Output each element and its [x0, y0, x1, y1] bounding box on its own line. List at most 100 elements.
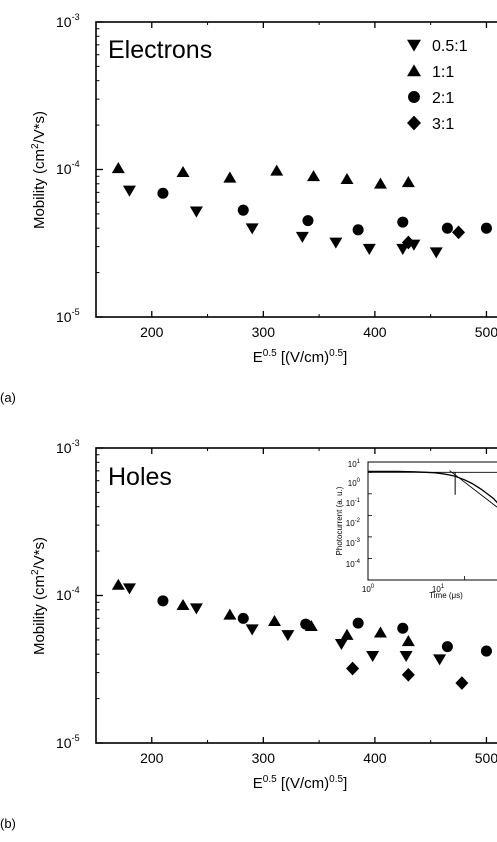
legend-label: 1:1 — [432, 64, 454, 81]
data-point-triangle-up — [373, 626, 387, 638]
panel-a-y-axis: 10-5 10-4 10-3 — [56, 12, 103, 325]
data-point-circle — [441, 641, 453, 653]
data-point-triangle-up — [307, 170, 321, 182]
data-point-triangle-down — [334, 638, 348, 651]
data-point-triangle-down — [399, 650, 413, 662]
data-point-circle — [397, 216, 409, 228]
data-point-circle — [480, 222, 492, 234]
panel-b-ytick-label-1e-4: 10-4 — [56, 585, 80, 603]
inset-curves — [368, 470, 497, 508]
x-tick-label: 300 — [252, 324, 276, 340]
x-tick-label: 500 — [475, 324, 497, 340]
data-point-triangle-down — [245, 624, 259, 636]
data-point-triangle-down — [295, 231, 309, 243]
data-point-circle — [157, 187, 169, 199]
data-point-diamond — [401, 667, 415, 682]
data-point-triangle-up — [223, 608, 237, 620]
data-point-triangle-up — [401, 635, 415, 647]
panel-a-ytick-label-1e-3: 10-3 — [56, 12, 80, 30]
panel-b: 200300400500600 10-5 10-4 10-3 Holes Mob… — [0, 438, 497, 831]
inset-xtick-label-1e0: 100 — [362, 584, 375, 594]
data-point-circle — [300, 618, 312, 630]
panel-a-title: Electrons — [108, 36, 212, 64]
panel-b-label: (b) — [0, 816, 16, 831]
inset-fit-line — [449, 470, 497, 508]
data-point-triangle-up — [111, 162, 125, 174]
inset-y-axis-label: Photocurrent (a. u.) — [335, 486, 344, 555]
data-point-circle — [441, 222, 453, 234]
data-point-triangle-up — [176, 165, 190, 177]
data-point-triangle-up — [401, 176, 415, 188]
data-point-triangle-down — [281, 630, 295, 642]
x-tick-label: 400 — [363, 750, 387, 766]
inset-x-axis-label: Time (μs) — [429, 591, 463, 600]
panel-b-data-points — [111, 578, 492, 690]
data-point-diamond — [452, 225, 466, 240]
legend-marker-circle — [408, 91, 420, 103]
panel-a-x-axis: 200300400500600 — [95, 22, 497, 340]
x-tick-label: 200 — [140, 750, 164, 766]
panel-a-legend: 0.5:1 1:1 2:1 3:1 — [407, 38, 468, 133]
data-point-triangle-down — [329, 237, 343, 249]
data-point-triangle-up — [176, 598, 190, 611]
panel-a-label: (a) — [0, 390, 16, 405]
data-point-triangle-down — [122, 583, 136, 595]
panel-b-ytick-label-1e-3: 10-3 — [56, 438, 80, 456]
data-point-circle — [237, 204, 249, 216]
panel-a-y-axis-label: Mobility (cm2/V*s) — [30, 111, 48, 229]
data-point-circle — [397, 622, 409, 634]
x-tick-label: 400 — [363, 324, 387, 340]
panel-a-ytick-label-1e-5: 10-5 — [56, 307, 80, 325]
inset-background — [330, 455, 497, 603]
legend-label: 3:1 — [432, 116, 454, 133]
data-point-triangle-up — [267, 614, 281, 627]
inset-ytick-label-1e-4: 10-4 — [346, 559, 361, 569]
data-point-triangle-down — [433, 654, 447, 666]
data-point-circle — [157, 595, 169, 607]
data-point-circle — [480, 645, 492, 657]
panel-b-y-axis-label: Mobility (cm2/V*s) — [30, 537, 48, 655]
panel-b-title: Holes — [108, 463, 172, 491]
panel-b-x-axis: 200300400500600 — [95, 448, 497, 766]
data-point-triangle-up — [223, 171, 237, 183]
legend-marker-triangle-down — [407, 39, 421, 52]
x-tick-label: 500 — [475, 750, 497, 766]
legend-label: 0.5:1 — [432, 38, 468, 55]
data-point-triangle-down — [429, 247, 443, 259]
inset-ytick-label-1e-3: 10-3 — [346, 538, 361, 548]
legend-label: 2:1 — [432, 90, 454, 107]
data-point-triangle-up — [340, 628, 354, 640]
data-point-triangle-up — [373, 177, 387, 189]
data-point-triangle-down — [189, 206, 203, 218]
data-point-triangle-down — [189, 603, 203, 615]
inset-plot-frame — [367, 461, 497, 581]
data-point-diamond — [455, 676, 469, 690]
legend-marker-triangle-up — [407, 64, 421, 77]
panel-a-data-points — [111, 162, 492, 259]
data-point-triangle-down — [122, 185, 136, 197]
legend-marker-diamond — [407, 115, 421, 131]
data-point-diamond — [346, 661, 360, 676]
panel-b-y-axis: 10-5 10-4 10-3 — [56, 438, 103, 751]
inset-ytick-label-1e-2: 10-2 — [346, 518, 361, 528]
panel-a-x-axis-label: E0.5 [(V/cm)0.5] — [253, 348, 348, 366]
inset-ytick-label-1e0: 100 — [348, 478, 361, 488]
data-point-circle — [237, 612, 249, 624]
data-point-triangle-down — [366, 650, 380, 662]
data-point-triangle-up — [111, 578, 125, 590]
data-point-triangle-up — [270, 164, 284, 176]
x-tick-label: 300 — [252, 750, 276, 766]
data-point-circle — [302, 215, 314, 227]
data-point-triangle-up — [340, 172, 354, 185]
panel-a: 200300400500600 10-5 10-4 10-3 Electrons… — [0, 12, 497, 405]
data-point-circle — [352, 224, 364, 236]
panel-b-x-axis-label: E0.5 [(V/cm)0.5] — [253, 774, 348, 792]
data-point-diamond — [401, 235, 415, 250]
data-point-triangle-down — [245, 223, 259, 235]
inset-axes: 101 100 10-1 10-2 10-3 10-4 100 101 102 — [346, 459, 465, 594]
data-point-circle — [352, 617, 364, 629]
x-tick-label: 200 — [140, 324, 164, 340]
inset-ytick-label-1e-1: 10-1 — [346, 498, 361, 508]
inset-xtick-label-1e1: 101 — [432, 584, 445, 594]
